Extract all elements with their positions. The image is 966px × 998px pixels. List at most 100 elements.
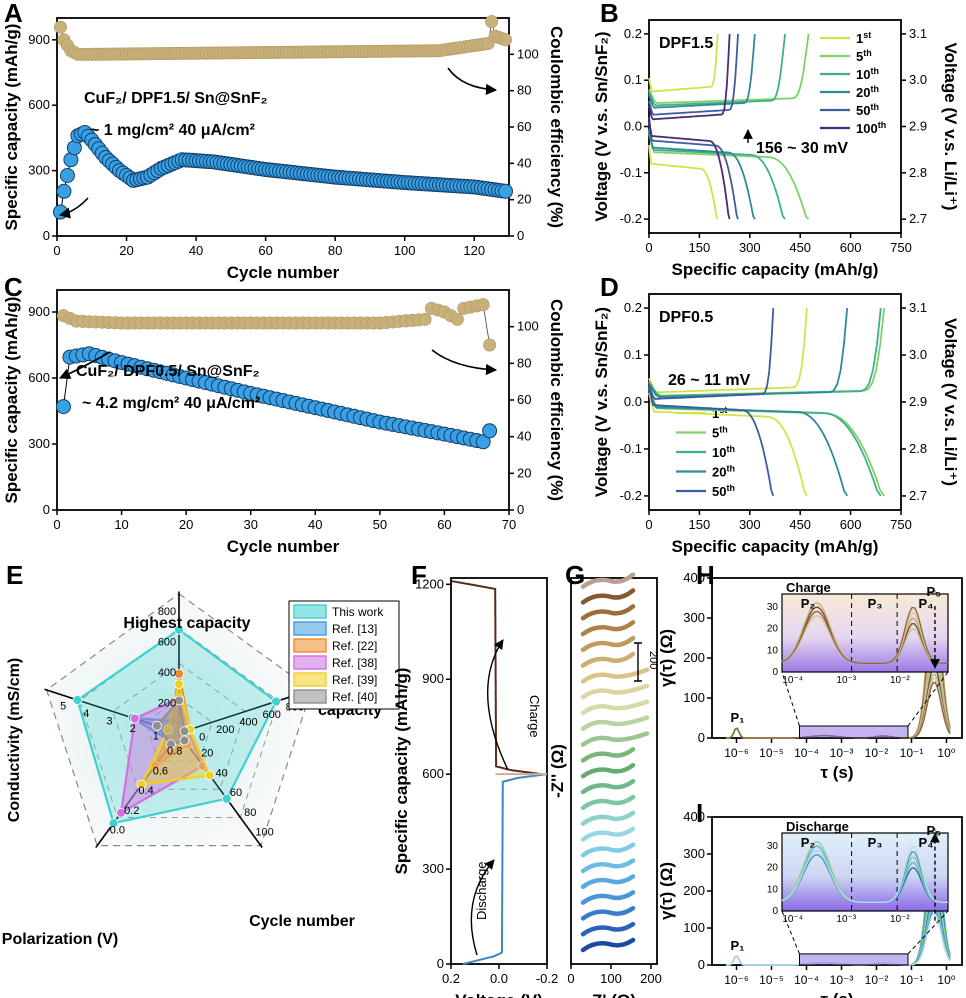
peak-label: P₃ (868, 596, 883, 611)
arrow-to-ce-axis (431, 349, 498, 376)
impedance-curve (580, 826, 636, 842)
y2-tick-label: 3.0 (909, 72, 927, 87)
discharge-curve-20th (648, 387, 848, 497)
impedance-curve (580, 890, 636, 905)
radar-legend-label: Ref. [13] (332, 622, 377, 636)
scale-bar-label: 200 (647, 651, 659, 669)
y-axis-label: Specific capacity (mAh/g) (2, 24, 21, 231)
charge-curve-100th (648, 33, 731, 121)
panel-letter: B (600, 0, 619, 28)
radar-tick-label: 0.8 (167, 746, 182, 758)
y-axis-label: Specific capacity (mAh/g) (392, 668, 411, 875)
radar-point (221, 793, 232, 804)
inset-curve (781, 845, 948, 903)
y-tick-label: 1200 (415, 576, 444, 591)
panel-g-frame (570, 577, 658, 965)
panel-f-frame (450, 577, 548, 965)
x-tick-label: 60 (258, 243, 272, 258)
radar-point (129, 713, 140, 724)
radar-point (174, 668, 184, 679)
impedance-curve (580, 620, 636, 637)
x-tick-label: 600 (840, 240, 862, 255)
legend-label: 100th (856, 120, 886, 136)
y2-tick-label: 60 (517, 392, 531, 407)
capacity-point (475, 434, 491, 450)
impedance-curve (580, 874, 636, 890)
y2-tick-label: 3.1 (909, 300, 927, 315)
impedance-curve (580, 794, 636, 811)
impedance-curve (580, 651, 636, 668)
x-tick-label: 10⁻¹ (900, 746, 924, 760)
radar-tick-label: 100 (255, 827, 273, 839)
x-tick-label: 10⁻² (865, 973, 889, 987)
ce-point (450, 312, 464, 326)
panel-letter: H (696, 560, 715, 590)
inset-x-tick: 10⁻³ (836, 914, 856, 925)
impedance-curve (580, 715, 650, 732)
radar-legend-label: Ref. [38] (332, 656, 377, 670)
ce-point (476, 298, 490, 312)
radar-tick-label: 2 (130, 723, 136, 735)
discharge-curve-50th (648, 385, 775, 497)
x-tick-label: 0.0 (490, 971, 508, 986)
peak-label: P₁ (731, 938, 745, 953)
x-tick-label: 50 (373, 517, 387, 532)
y-tick-label: 300 (683, 610, 705, 625)
legend-label: 50th (856, 102, 879, 118)
radar-tick-label: 3 (106, 715, 112, 727)
peak-label: P₂ (801, 596, 816, 611)
x-tick-label: 40 (189, 243, 203, 258)
panel-letter: D (600, 272, 619, 302)
x-tick-label: 300 (739, 517, 761, 532)
x-tick-label: 200 (640, 971, 662, 986)
impedance-curve (580, 604, 636, 621)
x-tick-label: 0 (53, 243, 60, 258)
panel-letter: C (4, 272, 23, 302)
loading-annotation: ~ 1 mg/cm² 40 μA/cm² (90, 122, 255, 139)
y-tick-label: 900 (422, 671, 444, 686)
x-tick-label: 10⁻⁵ (759, 746, 784, 760)
radar-legend-label: Ref. [40] (332, 690, 377, 704)
y2-tick-label: 80 (517, 83, 531, 98)
radar-legend-label: Ref. [39] (332, 673, 377, 687)
radar-tick-label: 0.6 (153, 765, 168, 777)
peak-label: P₅ (927, 584, 942, 599)
impedance-curve (580, 858, 636, 874)
y2-tick-label: 2.7 (909, 488, 927, 503)
radar-tick-label: 5 (60, 700, 66, 712)
x-tick-label: 600 (840, 517, 862, 532)
x-axis-label: Specific capacity (mAh/g) (672, 260, 879, 279)
impedance-curve (580, 842, 636, 858)
legend-label: 20th (712, 464, 735, 480)
legend-label: 50th (712, 483, 735, 499)
panel-letter: A (4, 0, 23, 28)
x-tick-label: 0 (645, 240, 652, 255)
y2-tick-label: 100 (517, 319, 539, 334)
impedance-curve (580, 762, 636, 779)
y2-axis-label: Coulombic efficiency (%) (547, 26, 566, 228)
scale-bar (634, 642, 642, 682)
y2-axis-label: Coulombic efficiency (%) (547, 299, 566, 501)
charge-curve-1st (648, 33, 719, 93)
y2-tick-label: 2.8 (909, 441, 927, 456)
inset-y-tick: 30 (767, 841, 779, 852)
radar-series-4 (139, 684, 212, 786)
x-tick-label: 10⁻⁴ (794, 746, 819, 760)
radar-point (174, 679, 184, 690)
radar-tick-label: 60 (230, 787, 242, 799)
x-tick-label: 120 (463, 243, 485, 258)
impedance-curve (580, 588, 636, 605)
x-tick-label: 100 (394, 243, 416, 258)
charge-arrow (487, 639, 509, 771)
radar-grid-ring (112, 662, 246, 790)
radar-tick-label: 0 (199, 731, 205, 743)
y-tick-label: -0.1 (620, 165, 642, 180)
capacity-point (498, 183, 514, 199)
inset-y-tick: 10 (767, 645, 779, 656)
x-tick-label: 150 (689, 517, 711, 532)
radar-legend-swatch (293, 621, 327, 636)
x-axis-label: Voltage (V) (455, 991, 543, 998)
radar-tick-label: 400 (158, 667, 176, 679)
panel-letter: E (6, 560, 23, 590)
y2-tick-label: 2.8 (909, 165, 927, 180)
